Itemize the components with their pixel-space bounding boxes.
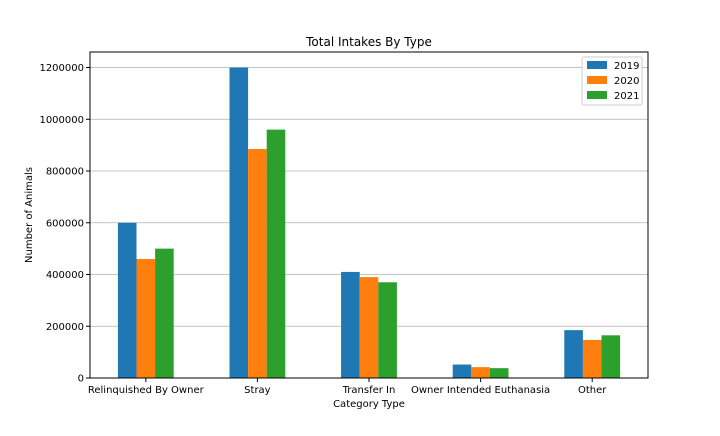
- legend-label-2020: 2020: [614, 76, 639, 87]
- bar-2019-0: [117, 222, 137, 378]
- legend-swatch-2021: [587, 91, 607, 99]
- x-tick-label: Relinquished By Owner: [88, 385, 205, 396]
- bar-2019-2: [341, 271, 360, 378]
- bar-2020-1: [248, 149, 267, 378]
- bar-2019-1: [229, 67, 249, 379]
- bar-2021-0: [155, 248, 174, 378]
- bar-2019-3: [452, 364, 472, 378]
- bar-2020-3: [471, 367, 490, 378]
- bar-2020-4: [582, 339, 602, 378]
- legend-label-2021: 2021: [614, 91, 639, 102]
- x-tick-label: Transfer In: [342, 385, 396, 396]
- y-tick-label: 1200000: [39, 63, 84, 74]
- bar-2021-2: [378, 282, 397, 378]
- y-tick-label: 0: [78, 374, 84, 385]
- legend-swatch-2019: [587, 61, 607, 69]
- grid-lines: [90, 67, 648, 327]
- x-axis: Relinquished By Owner Stray Transfer In Own…: [88, 378, 607, 396]
- y-tick-label: 1000000: [39, 115, 84, 126]
- y-tick-label: 600000: [46, 218, 84, 229]
- legend-swatch-2020: [587, 76, 607, 84]
- y-tick-label: 800000: [46, 167, 84, 178]
- legend: 2019 2020 2021: [581, 56, 643, 106]
- y-tick-label: 400000: [46, 270, 84, 281]
- bar-2021-3: [489, 368, 509, 378]
- y-axis-label: Number of Animals: [24, 167, 35, 263]
- chart-title: Total Intakes By Type: [305, 35, 432, 49]
- x-tick-label: Other: [578, 385, 607, 396]
- x-axis-label: Category Type: [333, 399, 405, 410]
- bars: [117, 67, 621, 379]
- bar-2020-2: [359, 277, 379, 378]
- bar-2021-4: [601, 335, 621, 378]
- y-axis: 0 200000 400000 600000 800000 1000000 1200000: [39, 63, 90, 385]
- bar-2020-0: [136, 258, 156, 378]
- x-tick-label: Stray: [244, 385, 271, 396]
- bar-2021-1: [266, 129, 286, 378]
- legend-label-2019: 2019: [614, 61, 639, 72]
- bar-2019-4: [564, 330, 583, 378]
- x-tick-label: Owner Intended Euthanasia: [411, 385, 550, 396]
- y-tick-label: 200000: [46, 322, 84, 333]
